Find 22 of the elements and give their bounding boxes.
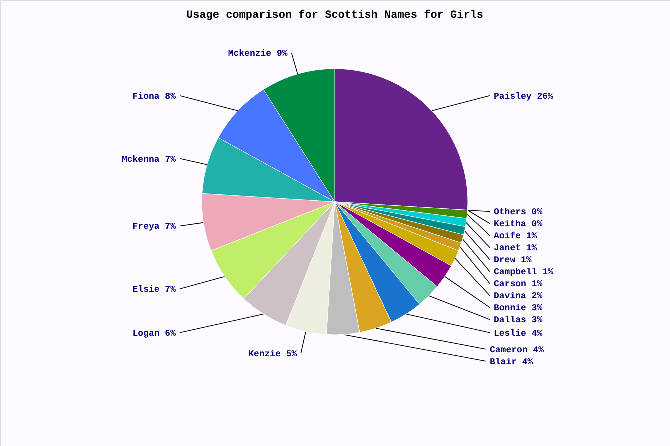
chart-title: Usage comparison for Scottish Names for Girls	[186, 9, 484, 22]
slice-label: Freya 7%	[132, 222, 177, 232]
slice-label: Cameron 4%	[490, 345, 545, 356]
slice-label: Davina 2%	[494, 292, 544, 302]
slice-label: Leslie 4%	[494, 328, 544, 339]
slice-label: Janet 1%	[494, 244, 538, 254]
category-label: Keitha 0%	[494, 220, 543, 230]
slice-label: Elsie 7%	[132, 285, 177, 296]
slice-label: Blair 4%	[490, 357, 534, 368]
slice-label: Logan 6%	[132, 328, 177, 339]
slice-label: Paisley 26%	[494, 92, 554, 102]
slice-label: Carson 1%	[494, 280, 544, 290]
slice-label: Aoife 1%	[494, 232, 538, 242]
slice-label: Fiona 8%	[132, 92, 177, 102]
slice-label: Campbell 1%	[494, 268, 554, 278]
slice-label: Dallas 3%	[494, 316, 544, 326]
slice-label: Drew 1%	[494, 256, 532, 266]
slice-label: Mckenzie 9%	[228, 49, 288, 60]
slice-label: Mckenna 7%	[122, 154, 177, 165]
legend-label: Others 0%	[494, 208, 544, 218]
slice-label: Bonnie 3%	[494, 304, 544, 314]
slice-label: Kenzie 5%	[248, 349, 298, 360]
